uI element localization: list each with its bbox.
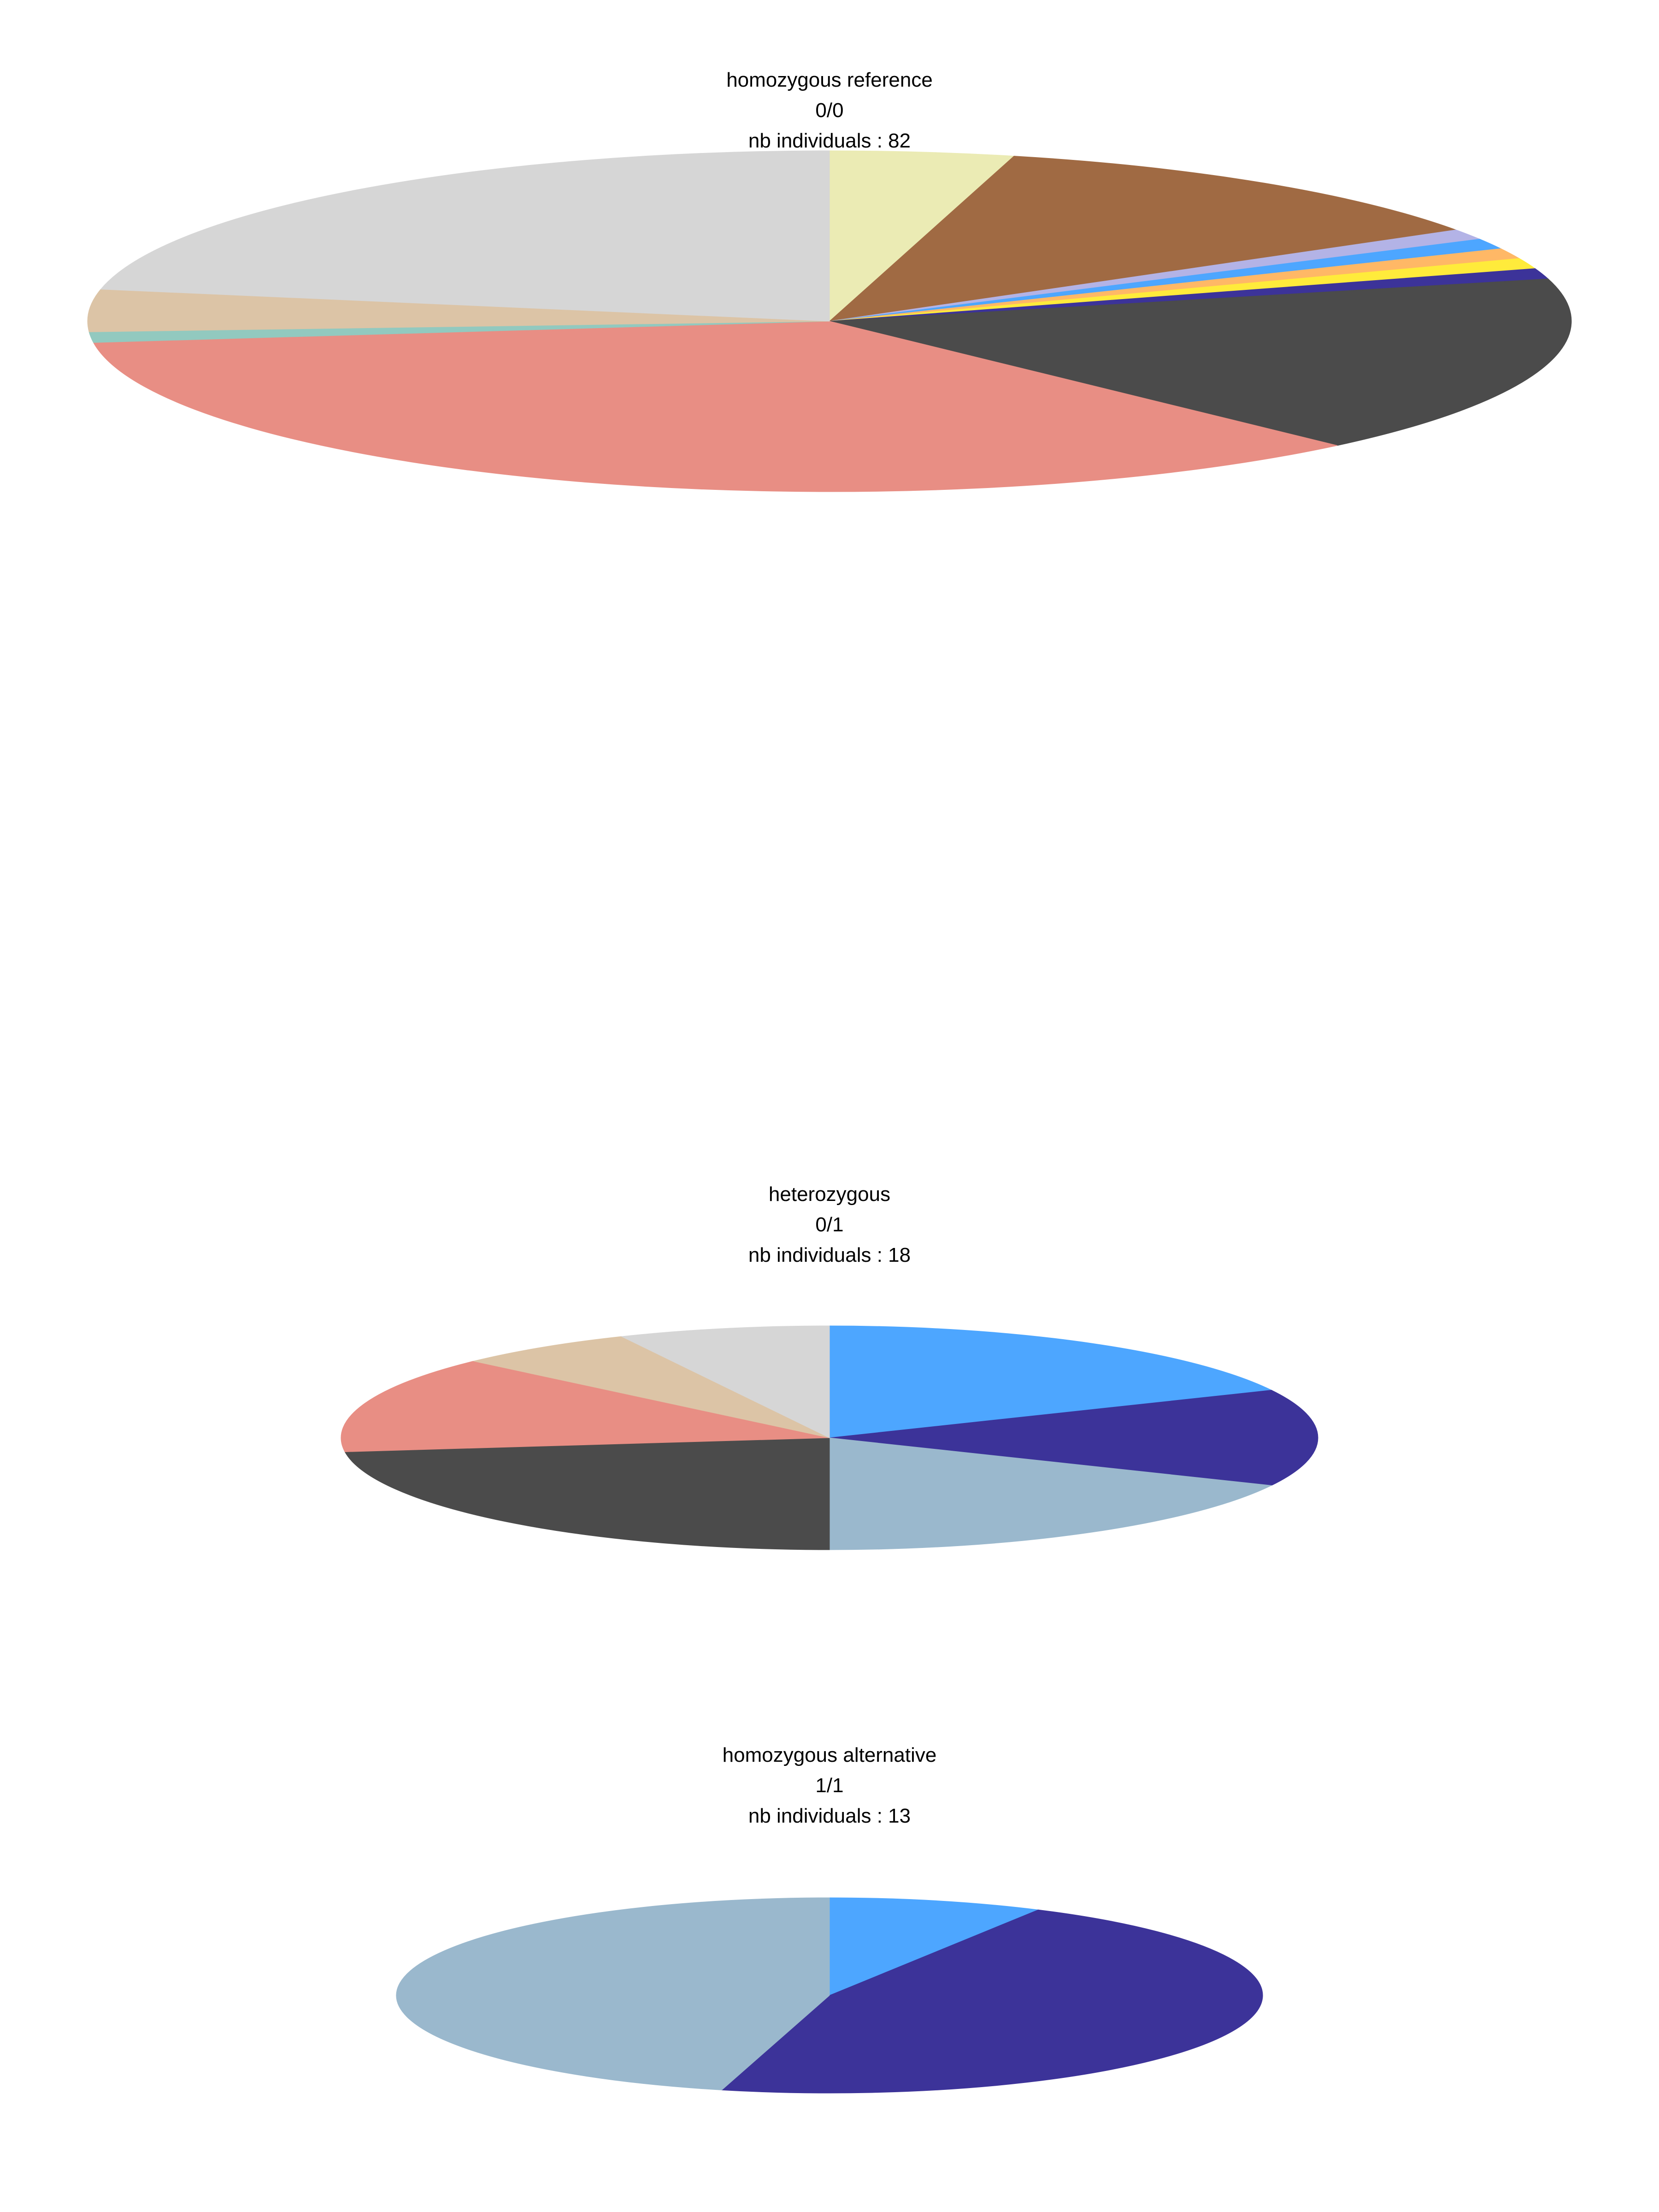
chart-title-line-1: homozygous reference [726,69,933,91]
pie-slice-6 [620,1325,830,1438]
pie-chart-homozygous-alternative: homozygous alternative 1/1 nb individual… [396,1744,1263,2094]
chart-title-line-3: nb individuals : 82 [748,129,911,152]
chart-title-line-2: 0/1 [815,1213,843,1236]
pie-slice-1 [829,156,1456,322]
pie-slices [341,1325,1318,1550]
pie-slice-5 [473,1336,830,1438]
chart-title-line-3: nb individuals : 18 [748,1244,911,1266]
pie-slice-0 [829,1897,1039,1996]
pie-slices [396,1897,1263,2094]
pie-chart-homozygous-reference: homozygous reference 0/0 nb individuals … [87,69,1572,492]
pie-chart-heterozygous: heterozygous 0/1 nb individuals : 18 [341,1183,1318,1550]
chart-title-line-2: 0/0 [815,99,843,122]
pie-slices [87,150,1572,492]
pie-slice-2 [829,1437,1272,1550]
pie-slice-10 [87,289,830,332]
pie-slice-11 [100,150,830,322]
pie-slice-3 [344,1437,830,1550]
pie-slice-4 [341,1361,830,1452]
pie-slice-1 [721,1909,1263,2094]
chart-title-line-1: homozygous alternative [723,1744,937,1766]
chart-title-line-1: heterozygous [769,1183,890,1206]
chart-title-line-2: 1/1 [815,1774,843,1797]
chart-title-line-3: nb individuals : 13 [748,1805,911,1827]
pie-slice-7 [829,278,1572,446]
pie-slice-0 [829,1325,1272,1438]
pie-slice-8 [93,321,1338,492]
pie-slice-2 [396,1897,830,2090]
pie-slice-1 [829,1390,1318,1486]
pie-slice-0 [829,150,1015,322]
